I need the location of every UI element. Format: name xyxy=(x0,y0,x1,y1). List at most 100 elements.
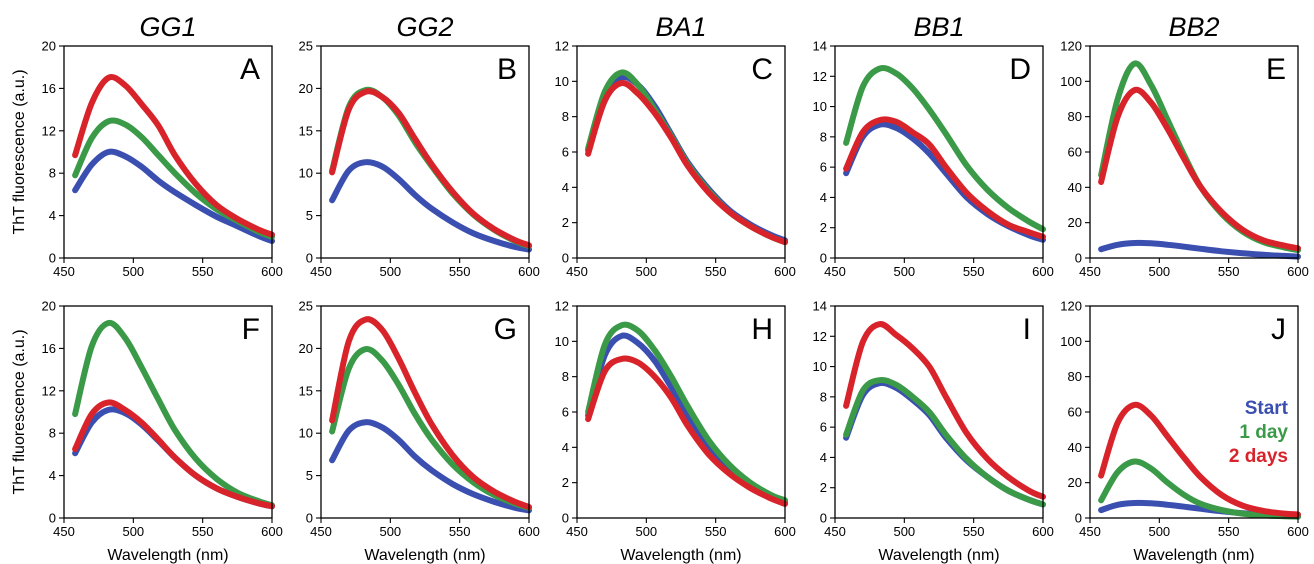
x-tick-label-c: 500 xyxy=(635,264,657,279)
series-line-e-start xyxy=(1098,239,1301,260)
x-tick-label-b: 550 xyxy=(449,264,471,279)
x-tick-label-b: 600 xyxy=(518,264,540,279)
x-tick-label-h: 500 xyxy=(635,524,657,539)
panel-letter-h: H xyxy=(751,313,773,346)
y-tick-label-j: 0 xyxy=(1075,511,1082,526)
y-tick-label-i: 12 xyxy=(813,329,827,344)
series-line-b-2-days xyxy=(329,88,532,249)
y-tick-label-g: 10 xyxy=(299,426,313,441)
y-tick-label-i: 6 xyxy=(820,420,827,435)
y-tick-label-h: 8 xyxy=(562,369,569,384)
x-tick-label-g: 550 xyxy=(449,524,471,539)
x-tick-label-j: 550 xyxy=(1218,524,1240,539)
y-tick-label-h: 10 xyxy=(555,334,569,349)
y-tick-label-c: 8 xyxy=(562,109,569,124)
column-title-gg2: GG2 xyxy=(396,12,453,42)
series-line-g-1-day xyxy=(329,346,532,511)
x-tick-label-e: 550 xyxy=(1218,264,1240,279)
y-tick-label-e: 40 xyxy=(1068,180,1082,195)
panel-letter-i: I xyxy=(1023,313,1031,346)
y-tick-label-c: 0 xyxy=(562,251,569,266)
y-tick-label-b: 5 xyxy=(306,208,313,223)
y-tick-label-f: 4 xyxy=(49,468,56,483)
x-tick-label-e: 450 xyxy=(1079,264,1101,279)
y-tick-label-e: 80 xyxy=(1068,109,1082,124)
panel-letter-g: G xyxy=(494,313,517,346)
series-line-h-1-day xyxy=(585,321,788,504)
panel-frame-d xyxy=(834,45,1044,259)
legend-entry-start: Start xyxy=(1245,398,1289,419)
x-tick-label-c: 450 xyxy=(566,264,588,279)
panel-frame-a xyxy=(63,45,273,259)
x-tick-label-f: 450 xyxy=(53,524,75,539)
x-tick-label-g: 600 xyxy=(518,524,540,539)
y-tick-label-d: 4 xyxy=(820,190,827,205)
series-line-c-1-day xyxy=(585,69,788,246)
x-axis-label: Wavelength (nm) xyxy=(878,547,999,564)
series-line-i-2-days xyxy=(843,321,1046,500)
y-tick-label-i: 8 xyxy=(820,389,827,404)
series-line-d-2-days xyxy=(843,116,1046,240)
y-tick-label-b: 0 xyxy=(306,251,313,266)
y-tick-label-e: 100 xyxy=(1060,74,1082,89)
x-tick-label-j: 500 xyxy=(1148,524,1170,539)
panel-frame-b xyxy=(320,45,530,259)
x-axis-label: Wavelength (nm) xyxy=(1133,547,1254,564)
y-tick-label-b: 10 xyxy=(299,166,313,181)
series-line-i-start xyxy=(843,379,1046,508)
y-tick-label-d: 12 xyxy=(813,69,827,84)
series-line-j-1-day xyxy=(1098,458,1301,520)
panel-letter-j: J xyxy=(1271,313,1286,346)
panel-frame-f xyxy=(63,305,273,519)
x-tick-label-e: 600 xyxy=(1287,264,1309,279)
series-line-f-1-day xyxy=(72,319,275,509)
y-tick-label-d: 8 xyxy=(820,129,827,144)
x-tick-label-h: 450 xyxy=(566,524,588,539)
column-title-bb1: BB1 xyxy=(913,12,964,42)
x-tick-label-h: 550 xyxy=(705,524,727,539)
y-tick-label-b: 20 xyxy=(299,81,313,96)
x-tick-label-g: 450 xyxy=(310,524,332,539)
y-tick-label-a: 16 xyxy=(42,81,56,96)
series-line-a-2-days xyxy=(72,74,275,238)
x-tick-label-f: 500 xyxy=(122,524,144,539)
x-axis-label: Wavelength (nm) xyxy=(620,547,741,564)
panel-frame-i xyxy=(834,305,1044,519)
y-tick-label-j: 120 xyxy=(1060,299,1082,314)
x-tick-label-c: 550 xyxy=(705,264,727,279)
x-tick-label-i: 600 xyxy=(1032,524,1054,539)
y-tick-label-c: 12 xyxy=(555,39,569,54)
y-tick-label-f: 20 xyxy=(42,299,56,314)
y-tick-label-a: 12 xyxy=(42,123,56,138)
series-line-e-2-days xyxy=(1098,86,1301,252)
y-tick-label-g: 15 xyxy=(299,383,313,398)
panel-letter-d: D xyxy=(1009,53,1031,86)
series-line-j-2-days xyxy=(1098,401,1301,518)
x-tick-label-e: 500 xyxy=(1148,264,1170,279)
y-tick-label-e: 20 xyxy=(1068,215,1082,230)
y-tick-label-h: 2 xyxy=(562,475,569,490)
x-tick-label-a: 600 xyxy=(261,264,283,279)
y-tick-label-a: 8 xyxy=(49,166,56,181)
y-tick-label-d: 2 xyxy=(820,220,827,235)
y-tick-label-c: 6 xyxy=(562,145,569,160)
x-tick-label-i: 450 xyxy=(824,524,846,539)
y-tick-label-f: 16 xyxy=(42,341,56,356)
y-tick-label-j: 60 xyxy=(1068,405,1082,420)
x-tick-label-j: 450 xyxy=(1079,524,1101,539)
panel-frame-g xyxy=(320,305,530,519)
y-tick-label-b: 15 xyxy=(299,123,313,138)
y-tick-label-j: 80 xyxy=(1068,369,1082,384)
column-title-ba1: BA1 xyxy=(655,12,706,42)
y-tick-label-a: 20 xyxy=(42,39,56,54)
y-tick-label-d: 10 xyxy=(813,99,827,114)
y-tick-label-g: 25 xyxy=(299,299,313,314)
y-tick-label-e: 60 xyxy=(1068,145,1082,160)
y-tick-label-g: 5 xyxy=(306,468,313,483)
y-tick-label-d: 0 xyxy=(820,251,827,266)
series-line-d-start xyxy=(843,121,1046,243)
column-title-bb2: BB2 xyxy=(1168,12,1219,42)
x-tick-label-a: 550 xyxy=(192,264,214,279)
y-axis-label: ThT fluorescence (a.u.) xyxy=(11,329,28,494)
